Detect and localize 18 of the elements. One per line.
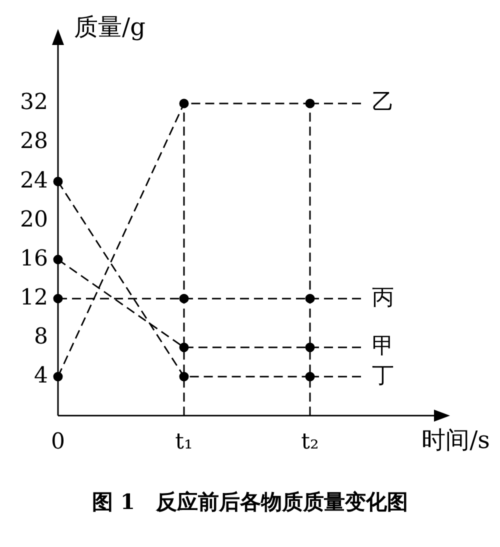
legend-label: 甲 [372, 334, 394, 360]
text: 图 1 反应前后各物质质量变化图 [91, 488, 409, 516]
y-tick-label: 24 [20, 168, 48, 194]
legend-label: 丙 [372, 285, 394, 310]
x-tick-label: t₁ [175, 430, 193, 455]
y-tick-label: 8 [34, 324, 48, 350]
x-axis-title: 时间/s [422, 426, 490, 454]
x-tick-label: t₂ [301, 430, 319, 455]
y-tick-label: 20 [20, 207, 48, 232]
x-tick-label: 0 [50, 430, 65, 455]
y-tick-label: 4 [34, 363, 48, 388]
legend-label: 丁 [372, 363, 394, 388]
y-tick-label: 32 [20, 90, 48, 116]
y-tick-label: 12 [20, 285, 48, 310]
legend-label: 乙 [372, 90, 394, 116]
y-axis-title: 质量/g [74, 13, 146, 42]
y-tick-label: 16 [20, 246, 48, 272]
y-tick-label: 28 [20, 129, 48, 154]
